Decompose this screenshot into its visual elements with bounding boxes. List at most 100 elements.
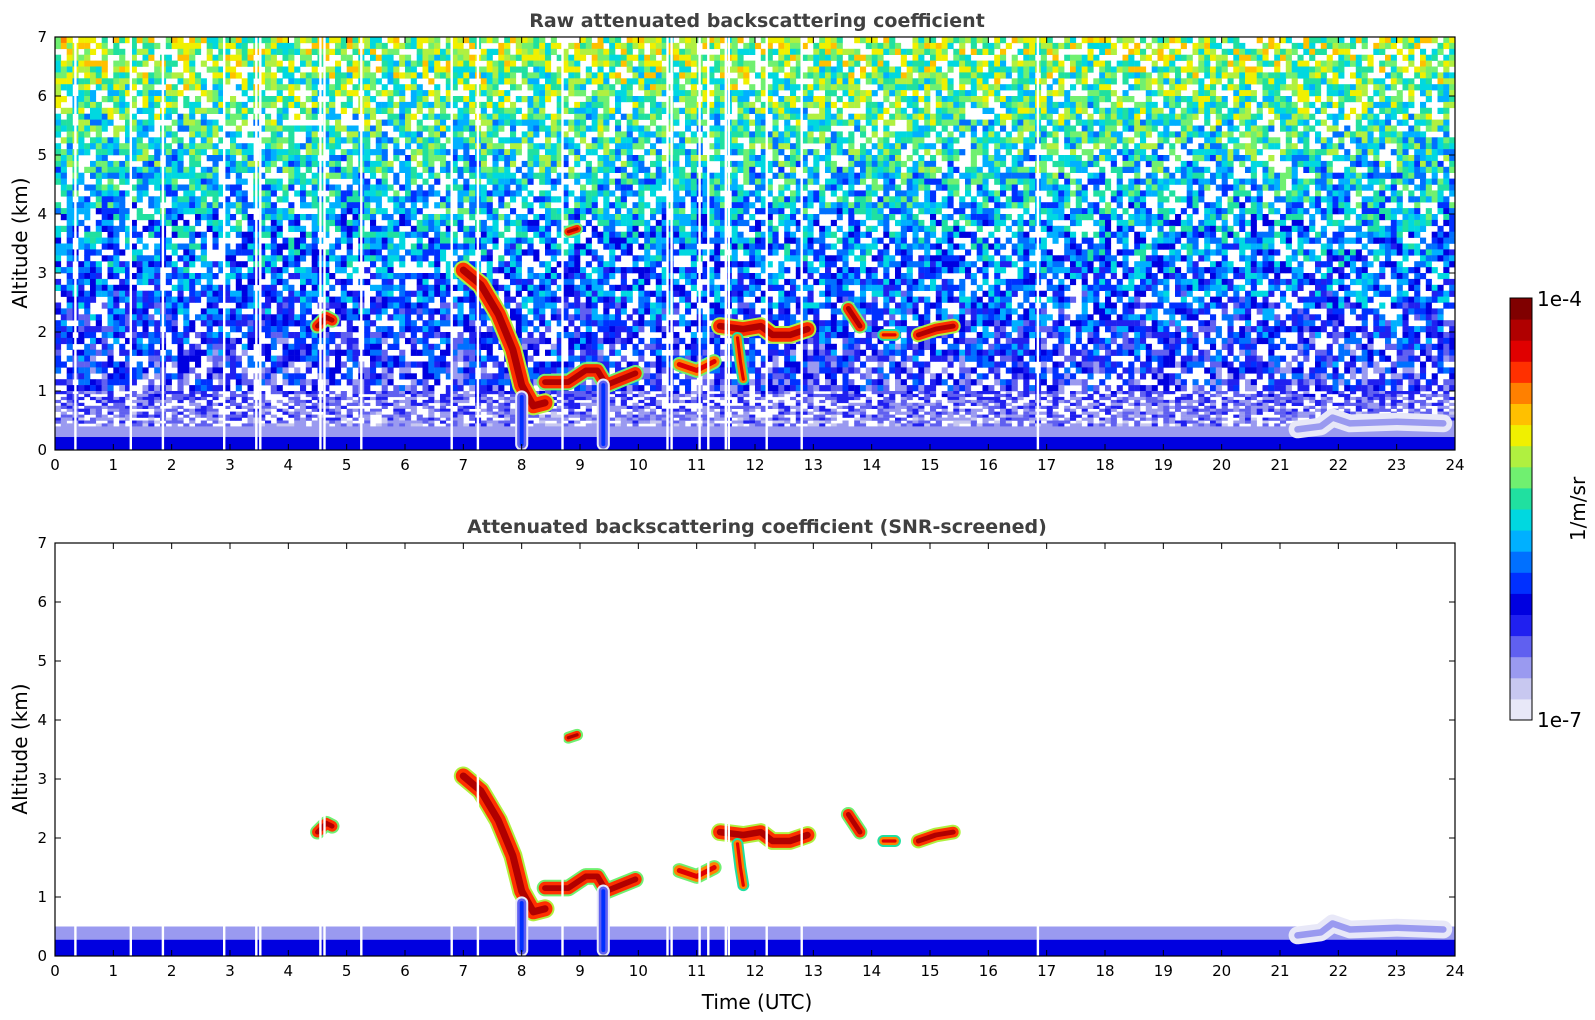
- noise-cell: [895, 172, 902, 179]
- noise-cell: [416, 119, 423, 126]
- noise-cell: [119, 54, 126, 61]
- noise-cell: [1303, 90, 1310, 97]
- noise-cell: [1379, 90, 1386, 97]
- noise-cell: [953, 60, 960, 67]
- noise-cell: [766, 90, 773, 97]
- noise-cell: [795, 178, 802, 185]
- noise-cell: [364, 143, 371, 150]
- noise-cell: [364, 78, 371, 85]
- noise-cell: [1414, 125, 1421, 132]
- noise-cell: [1449, 101, 1455, 109]
- noise-cell: [900, 54, 907, 61]
- noise-cell: [492, 160, 499, 168]
- noise-cell: [136, 149, 143, 156]
- noise-cell: [125, 149, 132, 156]
- noise-cell: [1443, 184, 1450, 191]
- noise-cell: [130, 48, 137, 55]
- noise-cell: [574, 131, 581, 138]
- noise-cell: [1285, 125, 1292, 132]
- noise-cell: [819, 66, 826, 73]
- noise-cell: [78, 178, 85, 185]
- noise-cell: [661, 101, 668, 109]
- noise-cell: [1046, 113, 1053, 120]
- noise-cell: [78, 54, 85, 61]
- noise-cell: [148, 143, 155, 150]
- noise-cell: [95, 166, 102, 173]
- noise-cell: [370, 166, 377, 173]
- noise-cell: [515, 54, 522, 61]
- noise-cell: [743, 66, 750, 73]
- noise-cell: [1064, 196, 1071, 203]
- noise-cell: [556, 137, 563, 144]
- noise-cell: [970, 42, 977, 50]
- noise-cell: [527, 42, 534, 50]
- noise-cell: [1239, 72, 1246, 79]
- noise-cell: [305, 84, 312, 91]
- noise-cell: [1285, 96, 1292, 103]
- noise-cell: [381, 160, 388, 168]
- noise-cell: [119, 90, 126, 97]
- noise-cell: [510, 196, 517, 203]
- noise-cell: [55, 131, 62, 138]
- noise-cell: [976, 137, 983, 144]
- noise-cell: [323, 48, 330, 55]
- noise-cell: [772, 160, 779, 168]
- noise-cell: [860, 90, 867, 97]
- noise-cell: [941, 143, 948, 150]
- noise-cell: [813, 137, 820, 144]
- noise-cell: [743, 107, 750, 114]
- noise-cell: [247, 149, 254, 156]
- noise-cell: [1355, 184, 1362, 191]
- noise-cell: [836, 107, 843, 114]
- noise-cell: [673, 78, 680, 85]
- noise-cell: [177, 166, 184, 173]
- noise-cell: [545, 125, 552, 132]
- noise-cell: [1233, 149, 1240, 156]
- noise-cell: [463, 66, 470, 73]
- noise-cell: [463, 196, 470, 203]
- noise-cell: [165, 178, 172, 185]
- noise-cell: [78, 66, 85, 73]
- noise-cell: [1093, 119, 1100, 126]
- noise-cell: [1379, 160, 1386, 168]
- noise-cell: [1332, 101, 1339, 109]
- noise-cell: [1402, 149, 1409, 156]
- noise-cell: [1245, 78, 1252, 85]
- noise-cell: [1315, 119, 1322, 126]
- noise-cell: [813, 72, 820, 79]
- noise-cell: [1309, 125, 1316, 132]
- noise-cell: [113, 90, 120, 97]
- noise-cell: [1390, 172, 1397, 179]
- noise-cell: [1151, 184, 1158, 191]
- noise-cell: [1338, 131, 1345, 138]
- noise-cell: [883, 119, 890, 126]
- noise-cell: [889, 42, 896, 50]
- noise-cell: [965, 178, 972, 185]
- noise-cell: [924, 42, 931, 50]
- noise-cell: [60, 190, 67, 197]
- noise-cell: [661, 125, 668, 132]
- noise-cell: [521, 178, 528, 185]
- noise-cell: [1408, 101, 1415, 109]
- noise-cell: [1233, 90, 1240, 97]
- noise-cell: [854, 101, 861, 109]
- noise-cell: [288, 84, 295, 91]
- noise-cell: [778, 84, 785, 91]
- noise-cell: [1105, 107, 1112, 114]
- noise-cell: [609, 178, 616, 185]
- noise-cell: [702, 84, 709, 91]
- noise-cell: [982, 107, 989, 114]
- noise-cell: [1192, 155, 1199, 162]
- noise-cell: [930, 166, 937, 173]
- noise-cell: [1046, 190, 1053, 197]
- noise-cell: [655, 72, 662, 79]
- noise-cell: [1058, 166, 1065, 173]
- noise-cell: [1180, 172, 1187, 179]
- noise-cell: [585, 178, 592, 185]
- noise-cell: [1315, 172, 1322, 179]
- noise-cell: [66, 119, 73, 126]
- noise-cell: [428, 37, 435, 44]
- noise-cell: [930, 119, 937, 126]
- noise-cell: [1064, 125, 1071, 132]
- noise-cell: [230, 96, 237, 103]
